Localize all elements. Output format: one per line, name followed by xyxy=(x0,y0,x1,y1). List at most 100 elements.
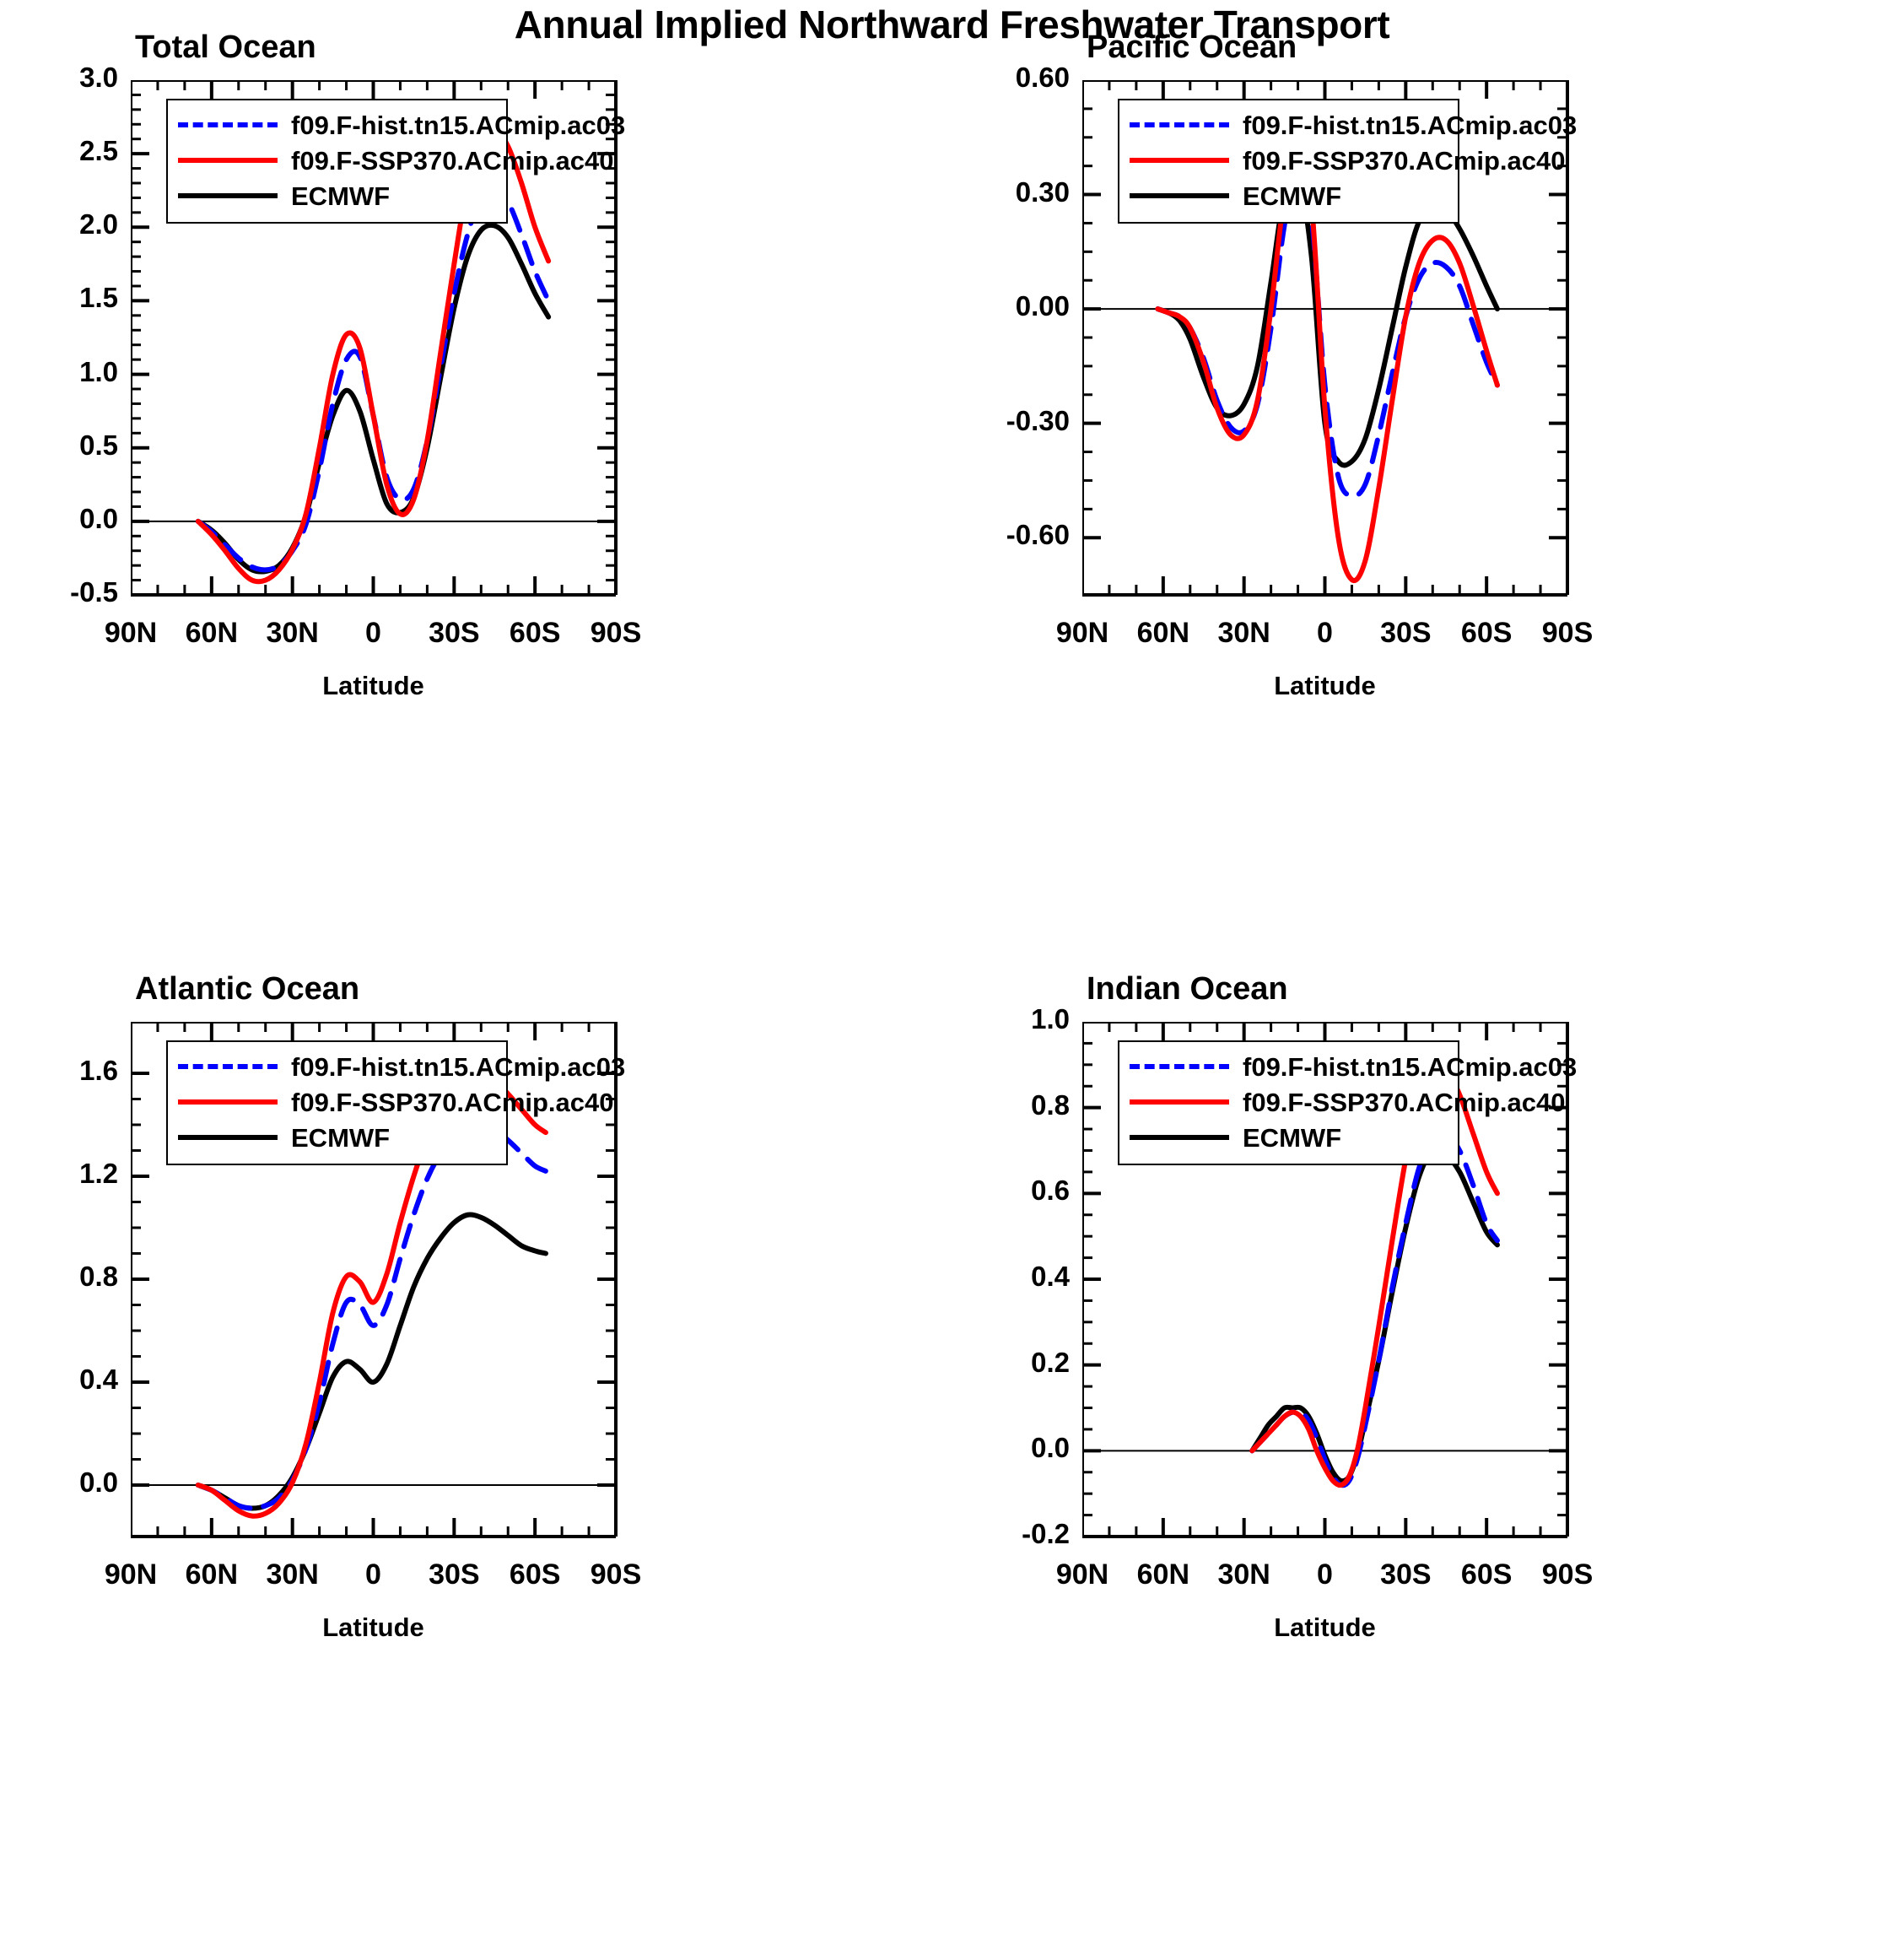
legend: f09.F-hist.tn15.ACmip.ac03 f09.F-SSP370.A… xyxy=(1118,99,1577,224)
legend-label: ECMWF xyxy=(291,181,391,211)
y-axis-tick-label: 0.00 xyxy=(1015,290,1070,322)
legend-item[interactable]: ECMWF xyxy=(178,1120,494,1155)
x-axis-tick-label: 0 xyxy=(365,617,381,649)
y-axis-tick-label: -0.30 xyxy=(1006,404,1070,436)
y-axis-tick-label: 0.0 xyxy=(79,1467,118,1498)
legend-item[interactable]: f09.F-hist.tn15.ACmip.ac03 xyxy=(1130,1049,1577,1084)
legend-item[interactable]: f09.F-hist.tn15.ACmip.ac03 xyxy=(178,107,625,143)
legend-swatch-ssp370 xyxy=(178,1099,278,1105)
legend-item[interactable]: f09.F-SSP370.ACmip.ac40 xyxy=(1130,1084,1566,1120)
y-axis-tick-label: 0.0 xyxy=(79,502,118,534)
legend-swatch-ecmwf xyxy=(178,193,278,198)
x-axis-tick-label: 30N xyxy=(1217,1558,1270,1591)
x-axis-tick-label: 60N xyxy=(185,617,239,649)
legend-item[interactable]: ECMWF xyxy=(1130,1120,1446,1155)
legend-item[interactable]: ECMWF xyxy=(178,178,494,213)
legend-swatch-hist xyxy=(178,122,278,127)
legend-label: ECMWF xyxy=(1243,1122,1342,1153)
legend-swatch-ecmwf xyxy=(1130,1135,1229,1140)
x-axis-tick-label: 0 xyxy=(1317,617,1333,649)
y-axis-tick-label: -0.5 xyxy=(70,576,118,608)
x-axis-tick-label: 90S xyxy=(590,617,642,649)
legend-item[interactable]: f09.F-SSP370.ACmip.ac40 xyxy=(178,143,614,178)
panel-title: Pacific Ocean xyxy=(1087,30,1297,65)
series-line xyxy=(195,1121,548,1511)
series-line xyxy=(195,1212,548,1511)
legend-item[interactable]: f09.F-SSP370.ACmip.ac40 xyxy=(1130,143,1566,178)
x-axis-tick-label: 90S xyxy=(1541,617,1594,649)
legend-swatch-ecmwf xyxy=(1130,193,1229,198)
x-axis-tick-label: 90S xyxy=(1541,1558,1594,1591)
legend-label: ECMWF xyxy=(291,1122,391,1153)
legend-label: f09.F-hist.tn15.ACmip.ac03 xyxy=(291,110,626,140)
y-axis-tick-label: 0.0 xyxy=(1031,1432,1070,1464)
y-axis-tick-label: 1.2 xyxy=(79,1158,118,1189)
legend-item[interactable]: f09.F-hist.tn15.ACmip.ac03 xyxy=(1130,107,1577,143)
x-axis-tick-label: 60S xyxy=(509,617,561,649)
y-axis-tick-label: -0.2 xyxy=(1022,1518,1070,1549)
legend-item[interactable]: f09.F-hist.tn15.ACmip.ac03 xyxy=(178,1049,625,1084)
x-axis-label: Latitude xyxy=(322,1612,424,1642)
x-axis-tick-label: 60S xyxy=(1460,1558,1513,1591)
series-line xyxy=(1155,134,1500,583)
y-axis-tick-label: 1.6 xyxy=(79,1055,118,1086)
y-axis-tick-label: 1.5 xyxy=(79,282,118,314)
x-axis-tick-label: 90N xyxy=(104,1558,158,1591)
panel-title: Indian Ocean xyxy=(1087,971,1288,1007)
x-axis-tick-label: 60N xyxy=(1136,1558,1190,1591)
legend-label: f09.F-hist.tn15.ACmip.ac03 xyxy=(1243,110,1578,140)
y-axis-tick-label: 0.2 xyxy=(1031,1346,1070,1378)
legend-item[interactable]: ECMWF xyxy=(1130,178,1446,213)
y-axis-tick-label: 0.30 xyxy=(1015,176,1070,208)
figure-title: Annual Implied Northward Freshwater Tran… xyxy=(514,3,1390,46)
x-axis-tick-label: 0 xyxy=(365,1558,381,1591)
x-axis-tick-label: 90N xyxy=(1055,617,1109,649)
y-axis-tick-label: 0.4 xyxy=(1031,1261,1070,1292)
y-axis-tick-label: 3.0 xyxy=(79,62,118,93)
y-axis-tick-label: -0.60 xyxy=(1006,519,1070,551)
x-axis-tick-label: 0 xyxy=(1317,1558,1333,1591)
panel-title: Total Ocean xyxy=(135,30,316,65)
legend-label: f09.F-hist.tn15.ACmip.ac03 xyxy=(1243,1051,1578,1082)
y-axis-tick-label: 1.0 xyxy=(1031,1003,1070,1034)
plot-area xyxy=(131,80,618,597)
x-axis-tick-label: 30S xyxy=(429,617,480,649)
legend-label: ECMWF xyxy=(1243,181,1342,211)
series-line xyxy=(1249,1146,1500,1484)
legend: f09.F-hist.tn15.ACmip.ac03 f09.F-SSP370.A… xyxy=(166,99,625,224)
legend-label: f09.F-SSP370.ACmip.ac40 xyxy=(1243,145,1566,176)
x-axis-tick-label: 60S xyxy=(1460,617,1513,649)
x-axis-tick-label: 30S xyxy=(1380,617,1432,649)
x-axis-label: Latitude xyxy=(1274,671,1376,700)
legend: f09.F-hist.tn15.ACmip.ac03 f09.F-SSP370.A… xyxy=(1118,1040,1577,1165)
legend-swatch-ssp370 xyxy=(178,158,278,163)
legend-label: f09.F-SSP370.ACmip.ac40 xyxy=(1243,1087,1566,1117)
x-axis-tick-label: 60S xyxy=(509,1558,561,1591)
series-line xyxy=(195,187,552,573)
x-axis-label: Latitude xyxy=(322,671,424,700)
x-axis-tick-label: 30S xyxy=(429,1558,480,1591)
x-axis-tick-label: 90S xyxy=(590,1558,642,1591)
series-line xyxy=(1249,1129,1500,1488)
y-axis-tick-label: 0.8 xyxy=(1031,1088,1070,1121)
x-axis-tick-label: 30N xyxy=(266,617,319,649)
legend-label: f09.F-SSP370.ACmip.ac40 xyxy=(291,145,614,176)
x-axis-tick-label: 30N xyxy=(266,1558,319,1591)
x-axis-tick-label: 30N xyxy=(1217,617,1270,649)
x-axis-tick-label: 90N xyxy=(104,617,158,649)
panel-indian-ocean: Indian Ocean 1.0 0.8 0.6 0.4 0.2 0.0 -0.2 90N 60N… xyxy=(952,971,1903,1878)
legend-swatch-ssp370 xyxy=(1130,158,1229,163)
legend-swatch-ecmwf xyxy=(178,1135,278,1140)
panel-title: Atlantic Ocean xyxy=(135,971,360,1007)
legend-item[interactable]: f09.F-SSP370.ACmip.ac40 xyxy=(178,1084,614,1120)
y-axis-tick-label: 0.5 xyxy=(79,429,118,461)
legend-swatch-hist xyxy=(1130,122,1229,127)
panel-atlantic-ocean: Atlantic Ocean 1.6 1.2 0.8 0.4 0.0 90N 60N 30N 0 3… xyxy=(0,971,952,1878)
legend-swatch-hist xyxy=(1130,1064,1229,1069)
legend-swatch-ssp370 xyxy=(1130,1099,1229,1105)
y-axis-tick-label: 0.6 xyxy=(1031,1175,1070,1207)
legend-label: f09.F-SSP370.ACmip.ac40 xyxy=(291,1087,614,1117)
legend-label: f09.F-hist.tn15.ACmip.ac03 xyxy=(291,1051,626,1082)
legend-swatch-hist xyxy=(178,1064,278,1069)
